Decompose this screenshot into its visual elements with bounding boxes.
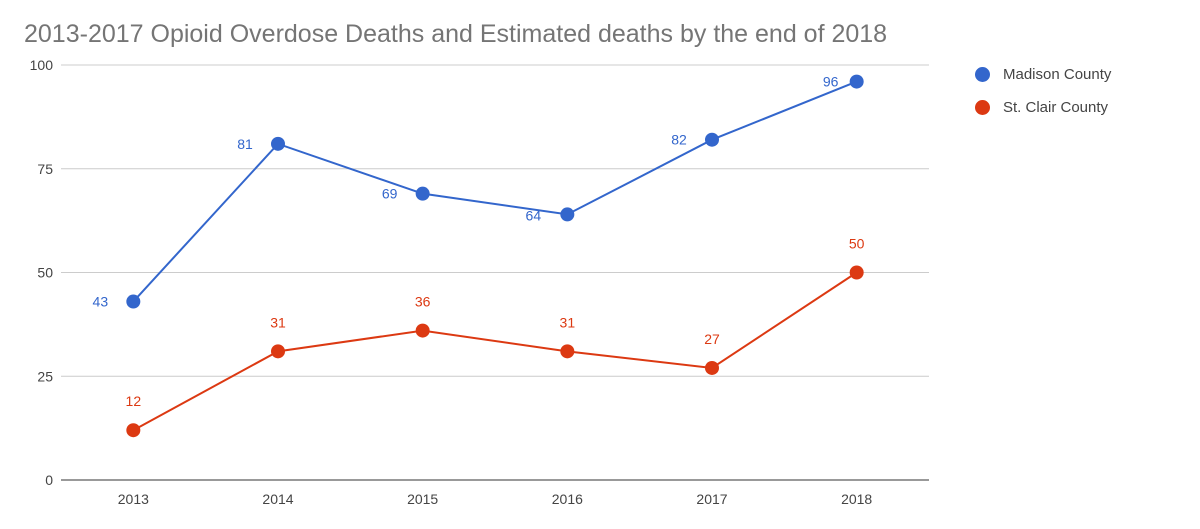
data-point-madison-county[interactable] [560,207,575,222]
data-point-st-clair-county[interactable] [849,265,864,280]
data-label-st-clair-county: 36 [415,294,431,310]
y-tick-label: 75 [37,161,53,177]
x-tick-label: 2017 [696,491,727,507]
x-axis-ticks: 2013 2014 2015 2016 2017 2018 [118,491,873,507]
x-tick-label: 2013 [118,491,149,507]
gridlines [61,64,929,481]
x-tick-label: 2016 [552,491,583,507]
x-tick-label: 2015 [407,491,438,507]
data-point-madison-county[interactable] [849,74,864,89]
y-tick-label: 50 [37,265,53,281]
legend-label-st-clair-county: St. Clair County [1003,98,1109,116]
series-line-st-clair-county [132,271,858,432]
legend-item-st-clair-county[interactable]: St. Clair County [975,97,1111,117]
y-tick-label: 0 [45,472,53,488]
data-label-madison-county: 43 [93,294,109,310]
legend-swatch-st-clair-county [975,99,990,115]
data-point-madison-county[interactable] [126,294,141,309]
y-axis-ticks: 0 25 50 75 100 [30,57,54,488]
legend-item-madison-county[interactable]: Madison County [975,64,1111,84]
data-label-st-clair-county: 50 [849,236,865,252]
data-label-st-clair-county: 31 [270,314,286,330]
chart-title: 2013-2017 Opioid Overdose Deaths and Est… [24,20,888,48]
data-label-madison-county: 81 [237,136,253,152]
data-point-st-clair-county[interactable] [271,344,285,359]
series-line-madison-county [132,80,858,303]
data-label-st-clair-county: 27 [704,331,720,347]
legend-label-madison-county: Madison County [1003,65,1112,83]
data-point-madison-county[interactable] [271,136,285,151]
data-label-madison-county: 64 [526,207,542,223]
data-label-st-clair-county: 12 [126,393,142,409]
legend: Madison County St. Clair County [975,64,1111,130]
data-label-madison-county: 69 [382,186,398,202]
data-label-madison-county: 96 [823,74,839,90]
data-point-madison-county[interactable] [415,186,430,201]
series-layer [126,74,864,438]
y-tick-label: 25 [37,368,53,384]
data-labels: 43 81 69 64 82 96 12 31 36 31 27 50 [93,74,865,410]
y-tick-label: 100 [30,57,54,73]
data-point-st-clair-county[interactable] [126,423,141,438]
data-point-st-clair-county[interactable] [415,323,430,338]
data-point-st-clair-county[interactable] [705,360,719,375]
data-point-madison-county[interactable] [705,132,719,147]
data-label-st-clair-county: 31 [560,314,576,330]
data-label-madison-county: 82 [671,132,687,148]
x-tick-label: 2014 [262,491,293,507]
x-tick-label: 2018 [841,491,872,507]
data-point-st-clair-county[interactable] [560,344,575,359]
legend-swatch-madison-county [975,66,990,82]
